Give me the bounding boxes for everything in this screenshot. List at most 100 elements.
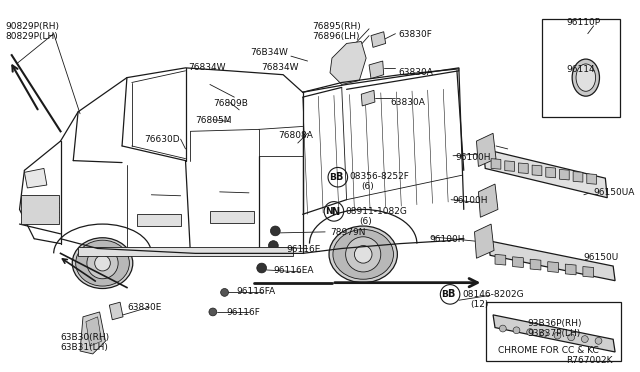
Polygon shape: [369, 61, 384, 78]
Ellipse shape: [572, 59, 600, 96]
Ellipse shape: [576, 64, 596, 91]
Polygon shape: [532, 165, 542, 176]
Text: 63830E: 63830E: [127, 303, 161, 312]
Polygon shape: [479, 184, 498, 217]
Text: B: B: [329, 173, 336, 182]
Polygon shape: [587, 174, 596, 184]
Bar: [78, 247, 293, 256]
Text: 76809B: 76809B: [213, 99, 248, 108]
Text: (12): (12): [470, 300, 489, 309]
Polygon shape: [565, 264, 576, 275]
Text: 96116E: 96116E: [286, 244, 321, 254]
Text: (6): (6): [361, 182, 374, 191]
Text: 63830F: 63830F: [398, 30, 432, 39]
Text: 76834W: 76834W: [188, 63, 226, 72]
Polygon shape: [505, 161, 515, 171]
Polygon shape: [548, 262, 559, 272]
Polygon shape: [24, 169, 47, 188]
Text: 63B31(LH): 63B31(LH): [61, 343, 108, 352]
Polygon shape: [491, 159, 501, 169]
Polygon shape: [493, 315, 615, 352]
Text: 76808A: 76808A: [278, 131, 313, 140]
Polygon shape: [474, 224, 494, 258]
Text: 96150U: 96150U: [583, 253, 618, 262]
Circle shape: [346, 237, 381, 272]
Polygon shape: [361, 90, 375, 106]
Text: 96114: 96114: [566, 65, 595, 74]
Text: 63830A: 63830A: [390, 98, 426, 107]
Text: N: N: [325, 208, 333, 217]
Circle shape: [595, 337, 602, 344]
Circle shape: [540, 330, 547, 337]
Text: 90829P(RH): 90829P(RH): [5, 22, 59, 31]
Text: 93B36P(RH): 93B36P(RH): [527, 319, 582, 328]
Polygon shape: [488, 241, 615, 281]
Circle shape: [271, 226, 280, 236]
Text: 96150UA: 96150UA: [594, 188, 635, 197]
Ellipse shape: [329, 226, 397, 283]
Text: 76630D: 76630D: [145, 135, 180, 144]
Text: 76805M: 76805M: [195, 116, 232, 125]
Text: 76895(RH): 76895(RH): [312, 22, 361, 31]
Polygon shape: [546, 167, 556, 178]
Polygon shape: [573, 171, 583, 182]
Text: 80829P(LH): 80829P(LH): [5, 32, 58, 41]
Polygon shape: [371, 32, 386, 47]
Text: 93B37P(LH): 93B37P(LH): [527, 328, 580, 337]
Circle shape: [95, 255, 110, 271]
Circle shape: [554, 332, 561, 339]
Polygon shape: [80, 312, 106, 354]
Text: 63B30(RH): 63B30(RH): [61, 333, 109, 343]
Circle shape: [257, 263, 266, 273]
Polygon shape: [495, 254, 506, 265]
Bar: [137, 214, 180, 226]
Bar: [210, 211, 254, 223]
Circle shape: [355, 246, 372, 263]
Circle shape: [581, 336, 588, 343]
Text: B: B: [442, 291, 448, 299]
Circle shape: [513, 327, 520, 334]
Text: 08146-8202G: 08146-8202G: [463, 291, 524, 299]
Ellipse shape: [76, 240, 129, 286]
Text: 78979N: 78979N: [330, 228, 365, 237]
Text: 96100H: 96100H: [452, 196, 488, 205]
Polygon shape: [518, 163, 528, 173]
Text: 96116F: 96116F: [227, 308, 260, 317]
Circle shape: [87, 247, 118, 279]
Polygon shape: [483, 149, 607, 198]
Text: 96100H: 96100H: [429, 235, 465, 244]
Polygon shape: [530, 259, 541, 270]
Polygon shape: [559, 169, 569, 180]
Text: 96116FA: 96116FA: [236, 286, 275, 296]
Polygon shape: [513, 257, 524, 267]
Text: B: B: [335, 172, 342, 182]
Circle shape: [568, 334, 575, 341]
Text: N: N: [331, 206, 339, 217]
Circle shape: [221, 289, 228, 296]
Bar: [22, 195, 59, 224]
Circle shape: [209, 308, 217, 316]
Text: 96100H: 96100H: [455, 153, 490, 162]
Text: 08356-8252F: 08356-8252F: [349, 172, 410, 181]
Circle shape: [527, 328, 534, 336]
Text: (6): (6): [359, 217, 372, 226]
Text: 96110P: 96110P: [566, 18, 600, 27]
Text: B: B: [447, 289, 454, 299]
Text: R767002K: R767002K: [566, 356, 612, 365]
Bar: [486, 302, 621, 361]
Bar: [542, 19, 620, 117]
Ellipse shape: [333, 230, 394, 279]
Polygon shape: [86, 317, 102, 346]
Text: 76B34W: 76B34W: [250, 48, 288, 57]
Polygon shape: [583, 267, 594, 277]
Text: 96116EA: 96116EA: [273, 266, 314, 275]
Polygon shape: [476, 133, 496, 167]
Text: 08911-1082G: 08911-1082G: [346, 206, 408, 215]
Polygon shape: [109, 302, 123, 320]
Text: 76834W: 76834W: [262, 63, 299, 72]
Polygon shape: [330, 42, 366, 84]
Ellipse shape: [72, 238, 132, 289]
Text: 63830A: 63830A: [398, 68, 433, 77]
Text: 76896(LH): 76896(LH): [312, 32, 360, 41]
Circle shape: [499, 325, 506, 332]
